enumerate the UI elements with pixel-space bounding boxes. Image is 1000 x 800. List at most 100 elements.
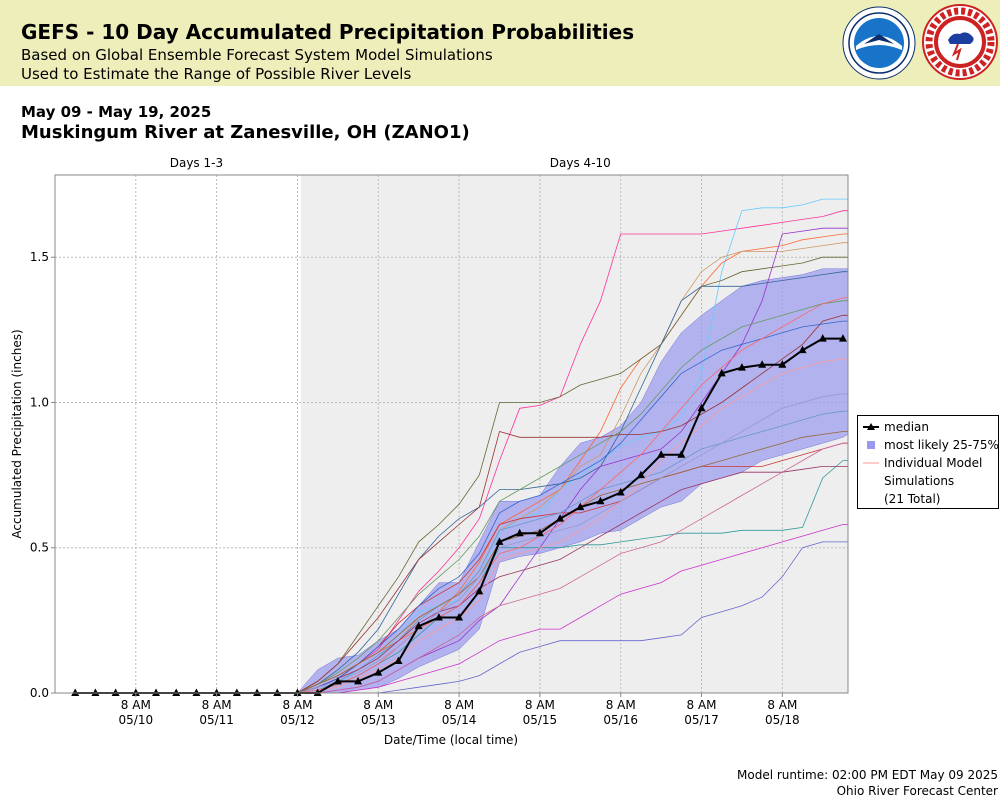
simulation-line	[297, 393, 848, 694]
period-label: Days 1-3	[170, 156, 223, 170]
median-point	[434, 612, 443, 621]
median-point	[172, 688, 181, 696]
banner-subtitle-2: Used to Estimate the Range of Possible R…	[21, 65, 412, 83]
x-tick-label: 05/12	[280, 713, 315, 727]
simulation-line	[297, 300, 848, 694]
median-point	[111, 688, 120, 696]
legend-individual-label-2: Simulations	[884, 474, 955, 488]
median-point	[71, 688, 80, 696]
y-tick-label: 0.5	[30, 541, 49, 555]
period-label: Days 4-10	[550, 156, 611, 170]
noaa-logo	[842, 6, 916, 80]
y-tick-label: 1.5	[30, 250, 49, 264]
median-point	[697, 403, 706, 412]
legend: median most likely 25-75% Individual Mod…	[857, 415, 999, 509]
legend-individual-label-3: (21 Total)	[884, 492, 941, 506]
simulation-line	[297, 460, 848, 694]
median-point	[657, 450, 666, 458]
x-tick-label: 8 AM	[767, 698, 797, 712]
median-point	[374, 668, 383, 676]
x-tick-label: 8 AM	[687, 698, 717, 712]
x-tick-label: 05/13	[361, 713, 396, 727]
median-point	[192, 688, 201, 696]
y-axis-label: Accumulated Precipitation (inches)	[10, 329, 24, 538]
median-point	[152, 688, 161, 696]
median-point	[333, 676, 342, 685]
x-tick-label: 8 AM	[121, 698, 151, 712]
simulation-line	[297, 320, 848, 694]
simulation-line	[297, 271, 848, 694]
x-tick-label: 8 AM	[282, 698, 312, 712]
simulation-line	[297, 442, 848, 694]
median-point	[273, 688, 282, 696]
x-tick-label: 05/15	[523, 713, 558, 727]
median-point	[535, 528, 544, 537]
x-tick-label: 05/16	[603, 713, 638, 727]
simulation-line	[297, 358, 848, 694]
median-point	[556, 514, 565, 522]
median-point	[313, 688, 322, 696]
median-point	[253, 688, 262, 696]
median-point	[131, 688, 140, 696]
median-point	[778, 360, 787, 368]
median-point	[232, 688, 241, 696]
median-point	[818, 334, 827, 342]
legend-band-label: most likely 25-75%	[884, 438, 999, 452]
median-point	[91, 688, 100, 696]
y-tick-label: 0.0	[30, 686, 49, 700]
simulation-line	[297, 465, 848, 694]
median-point	[475, 586, 484, 595]
median-point	[354, 676, 363, 685]
median-point	[495, 537, 504, 545]
x-tick-label: 05/10	[119, 713, 154, 727]
model-runtime: Model runtime: 02:00 PM EDT May 09 2025	[737, 768, 998, 782]
median-point	[414, 621, 423, 630]
station-name: Muskingum River at Zanesville, OH (ZANO1…	[21, 122, 470, 143]
median-point	[515, 528, 524, 537]
simulation-line	[297, 256, 848, 694]
median-point	[616, 488, 625, 496]
median-point	[455, 612, 464, 621]
header-banner: GEFS - 10 Day Accumulated Precipitation …	[0, 0, 1000, 86]
x-tick-label: 05/11	[199, 713, 234, 727]
median-point	[717, 368, 726, 377]
banner-subtitle-1: Based on Global Ensemble Forecast System…	[21, 46, 493, 64]
date-range: May 09 - May 19, 2025	[21, 103, 212, 121]
banner-title: GEFS - 10 Day Accumulated Precipitation …	[21, 20, 635, 44]
x-axis-label: Date/Time (local time)	[384, 733, 518, 747]
x-tick-label: 8 AM	[363, 698, 393, 712]
median-point	[737, 363, 746, 371]
simulation-line	[297, 233, 848, 694]
x-tick-label: 8 AM	[202, 698, 232, 712]
median-point	[394, 656, 403, 665]
forecast-center: Ohio River Forecast Center	[836, 784, 998, 798]
median-point	[293, 688, 302, 696]
median-point	[677, 450, 686, 458]
median-point	[576, 502, 585, 511]
median-point	[212, 688, 221, 696]
y-tick-label: 1.0	[30, 395, 49, 409]
median-point	[596, 496, 605, 505]
individual-line-icon	[863, 462, 879, 464]
simulation-line	[297, 541, 848, 694]
x-tick-label: 05/18	[765, 713, 800, 727]
x-tick-label: 8 AM	[525, 698, 555, 712]
simulation-line	[297, 410, 848, 694]
simulation-line	[297, 524, 848, 694]
legend-median-label: median	[884, 420, 929, 434]
plot-frame	[54, 174, 849, 694]
simulation-line	[297, 210, 848, 694]
median-marker-icon	[863, 423, 879, 430]
individual-simulations	[297, 198, 848, 694]
median-point	[758, 360, 767, 368]
simulation-line	[297, 198, 848, 694]
legend-individual-label-1: Individual Model	[884, 456, 983, 470]
simulation-line	[297, 314, 848, 694]
simulation-line	[297, 442, 848, 694]
median-point	[636, 470, 645, 479]
median-point	[838, 334, 847, 342]
median-point	[798, 345, 807, 354]
x-tick-label: 8 AM	[606, 698, 636, 712]
